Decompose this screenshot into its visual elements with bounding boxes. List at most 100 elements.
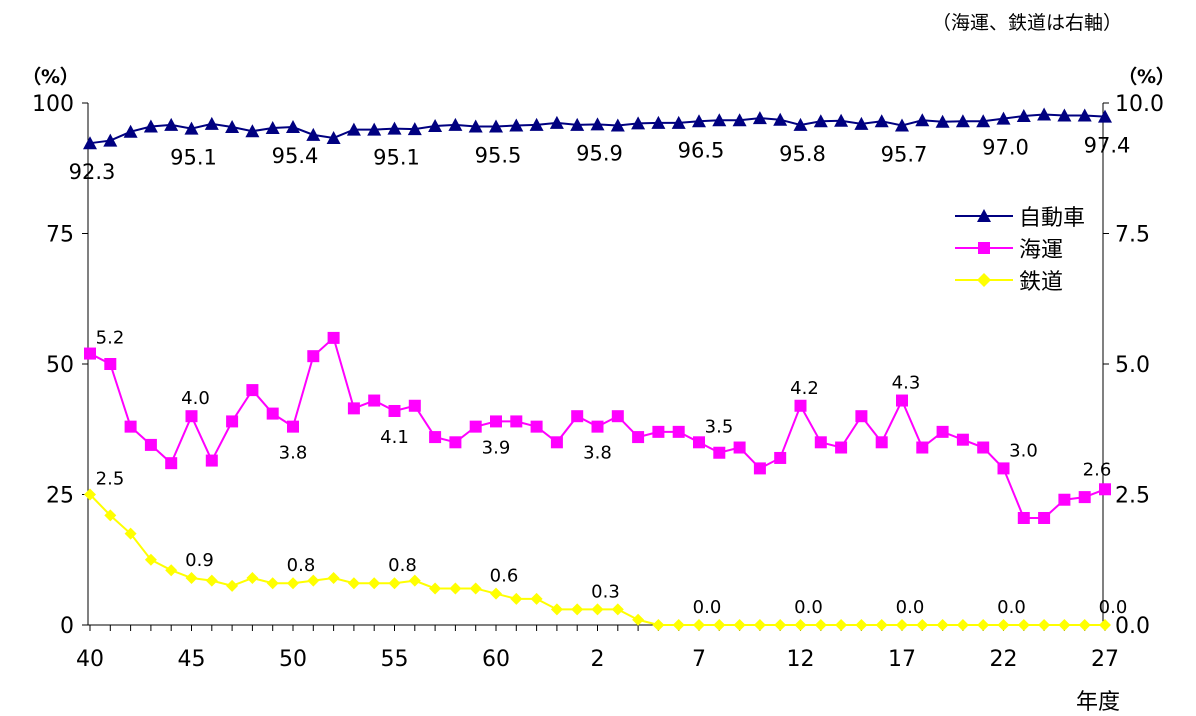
data-point bbox=[408, 574, 421, 587]
data-point bbox=[875, 619, 888, 631]
data-point bbox=[84, 488, 96, 501]
right-y-tick-label: 2.5 bbox=[1115, 484, 1150, 509]
data-point bbox=[326, 130, 341, 144]
right-y-tick-label: 0.0 bbox=[1115, 614, 1150, 639]
data-label: 0.8 bbox=[287, 555, 316, 576]
data-label: 95.7 bbox=[881, 142, 928, 166]
data-point bbox=[124, 420, 137, 433]
left-y-tick-label: 75 bbox=[46, 223, 74, 248]
data-point bbox=[1077, 108, 1092, 122]
data-point bbox=[936, 425, 949, 438]
data-point bbox=[814, 436, 827, 449]
data-label: 95.8 bbox=[779, 142, 826, 166]
data-point bbox=[184, 121, 199, 135]
series-shipping bbox=[84, 331, 1111, 524]
x-axis-title: 年度 bbox=[1076, 690, 1121, 715]
data-point bbox=[693, 436, 705, 449]
data-point bbox=[429, 431, 442, 444]
data-point bbox=[571, 603, 584, 616]
x-tick-label: 60 bbox=[482, 647, 510, 672]
data-point bbox=[1099, 483, 1111, 496]
data-point bbox=[996, 111, 1011, 125]
data-point bbox=[245, 124, 260, 138]
data-point bbox=[448, 117, 463, 131]
data-point bbox=[774, 619, 787, 631]
data-label: 3.8 bbox=[583, 443, 612, 464]
data-point bbox=[449, 582, 462, 595]
data-label: 4.1 bbox=[380, 427, 409, 448]
data-point bbox=[1057, 108, 1072, 122]
data-point bbox=[732, 113, 747, 127]
x-tick-label: 7 bbox=[692, 647, 706, 672]
data-label: 97.0 bbox=[982, 136, 1029, 160]
data-point bbox=[1038, 511, 1051, 524]
data-point bbox=[1058, 619, 1071, 631]
data-point bbox=[733, 441, 746, 454]
data-point bbox=[773, 112, 788, 126]
data-label: 2.6 bbox=[1083, 459, 1112, 480]
data-point bbox=[794, 399, 807, 412]
data-point bbox=[347, 402, 360, 415]
data-point bbox=[104, 509, 117, 522]
data-point bbox=[652, 425, 665, 438]
data-point bbox=[327, 331, 340, 344]
data-point bbox=[955, 114, 970, 128]
data-point bbox=[368, 394, 381, 407]
data-point bbox=[388, 404, 401, 417]
data-point bbox=[550, 603, 563, 616]
x-tick-label: 55 bbox=[381, 647, 409, 672]
data-point bbox=[549, 115, 564, 129]
data-point bbox=[713, 619, 726, 631]
series-railway bbox=[84, 488, 1111, 631]
legend-item-automobile: 自動車 bbox=[955, 200, 1085, 232]
data-point bbox=[165, 457, 178, 470]
legend-label: 自動車 bbox=[1019, 206, 1086, 231]
data-point bbox=[286, 120, 300, 134]
data-point bbox=[631, 116, 646, 130]
data-point bbox=[977, 441, 990, 454]
data-point bbox=[571, 410, 584, 423]
data-point bbox=[855, 619, 868, 631]
data-point bbox=[124, 527, 137, 540]
data-label: 95.4 bbox=[272, 144, 319, 168]
series-layer bbox=[83, 107, 1112, 631]
data-point bbox=[632, 613, 645, 626]
data-point bbox=[1098, 109, 1112, 123]
data-point bbox=[570, 117, 585, 131]
data-point bbox=[185, 572, 198, 585]
data-label: 0.6 bbox=[490, 566, 519, 587]
data-label: 3.0 bbox=[1009, 440, 1038, 461]
data-point bbox=[530, 592, 543, 605]
data-labels-layer: 92.3 95.1 95.4 95.1 95.5 95.9 96.5 95.8 95.7 97.0… bbox=[69, 134, 1131, 618]
data-point bbox=[692, 114, 706, 128]
data-point bbox=[104, 358, 117, 370]
right-axis-note: （海運、鉄道は右軸） bbox=[932, 12, 1123, 34]
data-point bbox=[103, 133, 118, 147]
data-point bbox=[327, 572, 340, 585]
data-point bbox=[84, 347, 96, 360]
data-point bbox=[672, 619, 685, 631]
data-point bbox=[793, 117, 808, 131]
data-point bbox=[306, 127, 321, 141]
legend: 自動車 海運 鉄道 bbox=[955, 200, 1085, 296]
data-point bbox=[1038, 619, 1051, 631]
data-point bbox=[591, 603, 604, 616]
x-tick-label: 2 bbox=[591, 647, 605, 672]
data-point bbox=[429, 582, 442, 595]
data-point bbox=[693, 619, 705, 631]
left-y-tick-label: 25 bbox=[46, 484, 74, 509]
data-point bbox=[307, 350, 320, 363]
data-point bbox=[813, 114, 828, 128]
data-point bbox=[590, 117, 605, 131]
data-point bbox=[205, 454, 218, 467]
data-point bbox=[490, 587, 502, 600]
data-point bbox=[123, 124, 138, 138]
data-label: 95.9 bbox=[576, 141, 623, 165]
left-y-tick-label: 0 bbox=[60, 614, 74, 639]
data-point bbox=[510, 415, 523, 428]
data-point bbox=[164, 117, 179, 131]
data-point bbox=[611, 603, 624, 616]
data-point bbox=[591, 420, 604, 433]
